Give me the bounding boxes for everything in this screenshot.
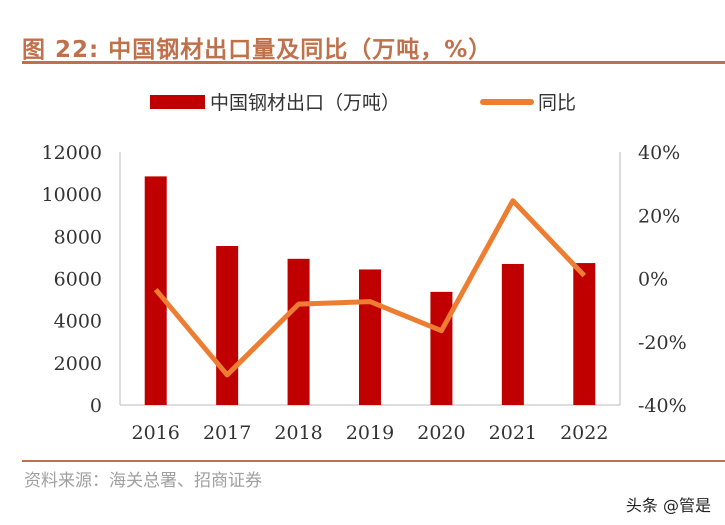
left-tick-label: 8000 [54,226,102,248]
x-tick-label: 2019 [346,422,394,444]
legend-bar-swatch [150,95,205,109]
bar-2021 [501,263,524,405]
left-tick-label: 0 [90,395,102,417]
left-tick-label: 2000 [54,353,102,375]
footer-divider [22,460,725,462]
left-tick-label: 12000 [42,142,102,164]
bar-2018 [287,258,310,405]
chart: 0 2000 4000 6000 8000 10000 12000 -40% -20% 0% 20%… [42,92,687,444]
bar-2022 [573,263,596,405]
left-tick-label: 4000 [54,311,102,333]
x-tick-label: 2018 [274,422,322,444]
right-tick-label: 0% [638,269,668,291]
x-tick-label: 2016 [132,422,180,444]
chart-title: 图 22: 中国钢材出口量及同比（万吨，%） [22,37,493,63]
x-tick-label: 2017 [203,422,251,444]
watermark: 头条 @管是 [625,496,711,515]
bar-2019 [359,269,381,405]
x-tick-label: 2021 [489,422,537,444]
right-tick-label: 40% [638,142,680,164]
legend-bar-label: 中国钢材出口（万吨） [210,92,400,114]
bar-2017 [216,246,239,405]
legend-line-label: 同比 [538,92,576,114]
right-tick-label: 20% [638,205,680,227]
bar-2020 [430,291,453,405]
title-divider [22,61,725,64]
right-tick-label: -20% [638,332,687,354]
right-tick-label: -40% [638,395,687,417]
x-tick-label: 2022 [560,422,608,444]
x-tick-label: 2020 [417,422,465,444]
source-note: 资料来源：海关总署、招商证券 [24,471,262,491]
left-tick-label: 10000 [42,184,102,206]
left-tick-label: 6000 [54,269,102,291]
